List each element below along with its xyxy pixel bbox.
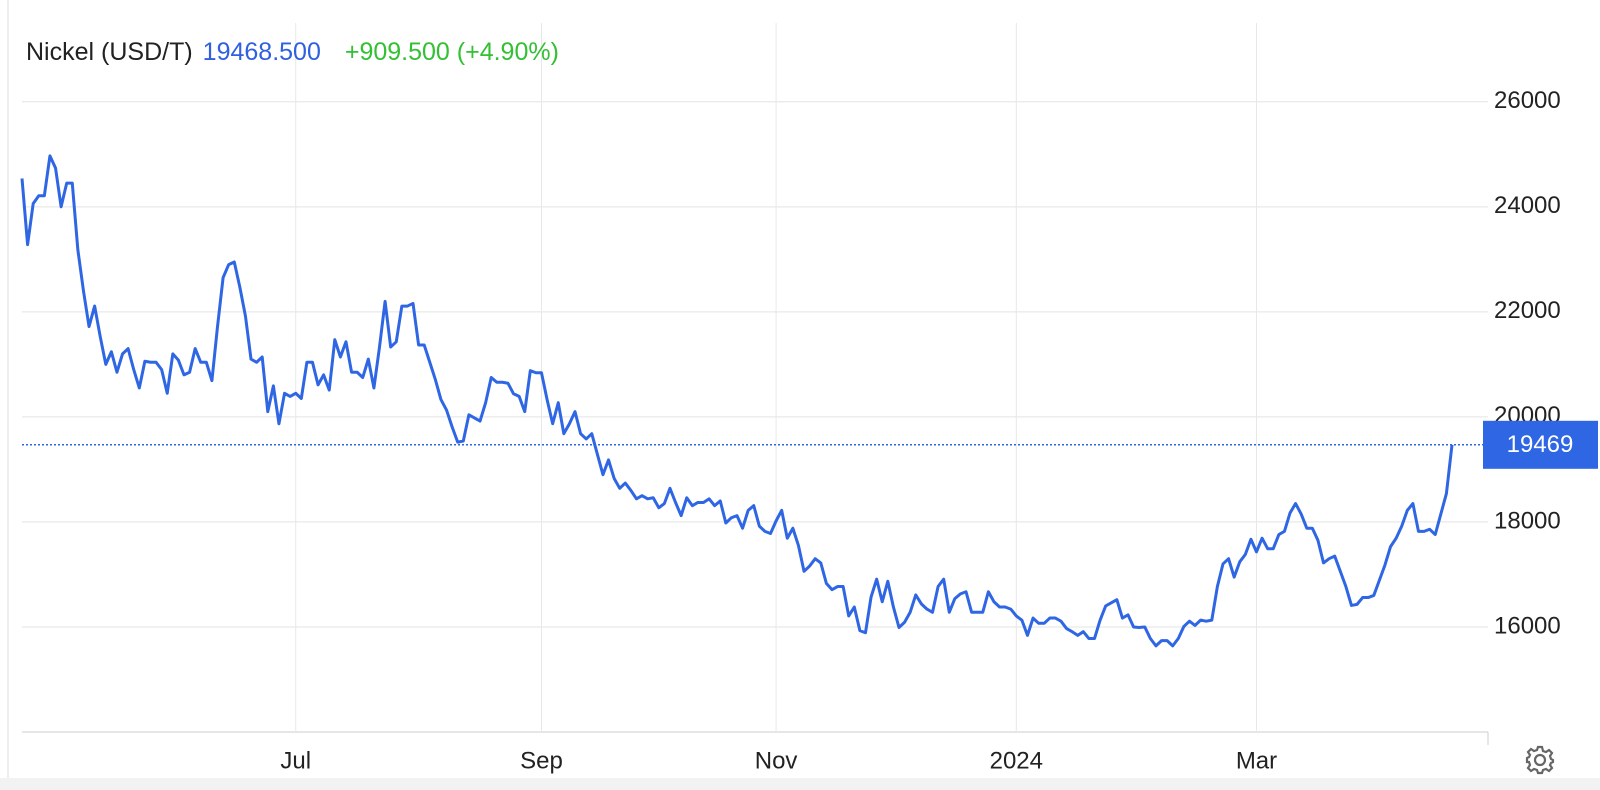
y-tick-label: 18000 <box>1494 507 1561 534</box>
y-tick-label: 24000 <box>1494 192 1561 219</box>
price-tag-label: 19469 <box>1507 431 1574 458</box>
x-tick-label: Nov <box>755 747 798 774</box>
last-price: 19468.500 <box>202 38 321 66</box>
x-tick-label: Mar <box>1236 747 1277 774</box>
instrument-name: Nickel (USD/T) <box>26 38 193 66</box>
gear-outline <box>1525 745 1555 775</box>
header: Nickel (USD/T) 19468.500 +909.500 (+4.90… <box>26 38 559 67</box>
settings-icon[interactable] <box>1525 745 1555 775</box>
price-line <box>20 154 1454 648</box>
x-tick-label: Jul <box>280 747 311 774</box>
y-tick-label: 16000 <box>1494 612 1561 639</box>
price-change: +909.500 (+4.90%) <box>344 38 559 66</box>
gear-center <box>1533 753 1547 767</box>
x-tick-label: Sep <box>520 747 563 774</box>
y-tick-label: 26000 <box>1494 87 1561 114</box>
footer-strip <box>0 778 1600 790</box>
y-tick-label: 22000 <box>1494 297 1561 324</box>
price-tag-box <box>1483 420 1598 469</box>
x-tick-label: 2024 <box>990 747 1043 774</box>
